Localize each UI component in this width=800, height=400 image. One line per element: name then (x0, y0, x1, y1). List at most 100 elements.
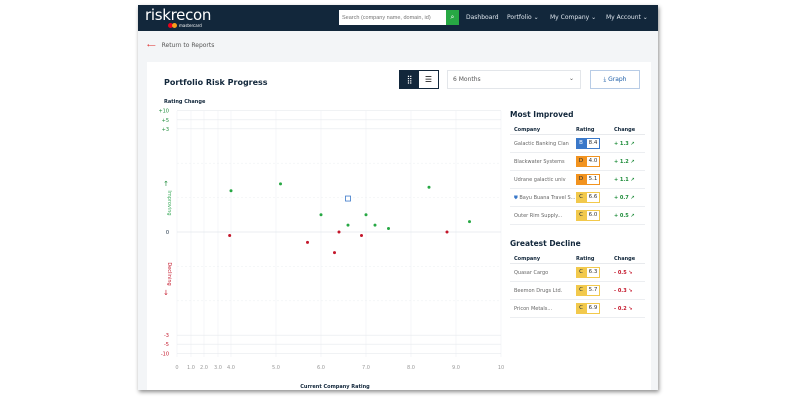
arrow-up-icon: ↑ (163, 180, 169, 188)
table-row[interactable]: Udrane galactic univ D 5.1 + 1.1 ↗ (510, 171, 645, 189)
x-tick-label: 3.0 (214, 365, 222, 371)
x-tick-label: 10 (498, 365, 504, 371)
gd-title: Greatest Decline (510, 239, 581, 248)
data-point (373, 223, 377, 227)
x-tick-label: 5.0 (272, 365, 280, 371)
top-nav: riskrecon mastercard ⌕ Dashboard Portfol… (138, 5, 658, 31)
table-row[interactable]: Quasar Cargo C 6.3 - 0.5 ↘ (510, 264, 645, 282)
chevron-down-icon: ⌄ (568, 75, 574, 82)
declining-label: Declining (166, 262, 172, 285)
table-row[interactable]: Pricon Metals... C 6.9 - 0.2 ↘ (510, 300, 645, 318)
company-name[interactable]: Udrane galactic univ (514, 176, 566, 183)
change-value: - 0.5 ↘ (614, 269, 633, 276)
grade-badge: C (576, 285, 586, 296)
grade-badge: B (576, 138, 586, 149)
change-value: - 0.3 ↘ (614, 287, 633, 294)
list-view-button[interactable]: ☰ (419, 71, 438, 88)
y-tick-label: +5 (162, 118, 169, 124)
company-name[interactable]: ⛊ Bayu Buana Travel S... (514, 194, 576, 201)
company-name[interactable]: Beemon Drugs Ltd. (514, 287, 563, 294)
column-header: Change (614, 255, 636, 262)
mi-title: Most Improved (510, 110, 574, 119)
grade-badge: D (576, 156, 586, 167)
y-tick-label: +3 (162, 127, 169, 133)
view-toggle: ⣿ ☰ (399, 70, 439, 89)
data-point (360, 233, 363, 237)
data-point (387, 227, 390, 231)
column-header: Company (514, 126, 541, 133)
x-tick-label: 6.0 (317, 365, 325, 371)
column-header: Rating (576, 255, 595, 262)
x-axis-title: Current Company Rating (300, 384, 370, 390)
grade-badge: C (576, 303, 586, 314)
y-tick-label: -5 (164, 342, 169, 348)
x-tick-label: 4.0 (227, 365, 235, 371)
company-name[interactable]: Blackwater Systems (514, 158, 565, 165)
rating-value: 4.0 (586, 156, 600, 167)
rating-value: 5.1 (586, 174, 600, 185)
table-row[interactable]: Galactic Banking Clan B 8.4 + 1.3 ↗ (510, 135, 645, 153)
return-link[interactable]: ⟵ Return to Reports (147, 42, 215, 49)
change-value: - 0.2 ↘ (614, 305, 633, 312)
data-point (445, 230, 449, 234)
nav-my-company[interactable]: My Company ⌄ (550, 14, 597, 21)
improving-label: Improving (166, 190, 172, 215)
nav-my-account[interactable]: My Account ⌄ (606, 14, 648, 21)
search-input[interactable] (339, 10, 447, 25)
table-row[interactable]: ⛊ Bayu Buana Travel S... C 6.6 + 0.7 ↗ (510, 189, 645, 207)
data-point (228, 233, 232, 237)
table-header: Company Rating Change (510, 254, 645, 264)
change-value: + 0.5 ↗ (614, 212, 635, 219)
company-name[interactable]: Galactic Banking Clan (514, 140, 569, 147)
x-tick-label: 0 (175, 365, 178, 371)
table-row[interactable]: Beemon Drugs Ltd. C 5.7 - 0.3 ↘ (510, 282, 645, 300)
search-button[interactable]: ⌕ (446, 10, 459, 25)
change-value: + 1.1 ↗ (614, 176, 635, 183)
rating-value: 6.0 (586, 210, 600, 221)
period-select[interactable]: 6 Months ⌄ (447, 70, 581, 89)
y-tick-label: -10 (161, 352, 169, 358)
grade-badge: C (576, 267, 586, 278)
grade-badge: D (576, 174, 586, 185)
y-tick-label: -3 (164, 333, 169, 339)
x-tick-label: 2.0 (200, 365, 208, 371)
data-point (364, 213, 368, 217)
list-icon: ☰ (424, 75, 433, 84)
rating-value: 5.7 (586, 285, 600, 296)
column-header: Rating (576, 126, 595, 133)
grade-badge: C (576, 210, 586, 221)
nav-portfolio[interactable]: Portfolio ⌄ (507, 14, 539, 21)
change-value: + 0.7 ↗ (614, 194, 635, 201)
shield-icon: ⛊ (514, 194, 518, 201)
company-name[interactable]: Outer Rim Supply... (514, 212, 563, 219)
change-value: + 1.3 ↗ (614, 140, 635, 147)
data-point (319, 213, 323, 217)
download-icon: ⤓ (603, 76, 607, 83)
download-graph-button[interactable]: ⤓ Graph (590, 70, 640, 89)
rating-value: 8.4 (586, 138, 600, 149)
my-company-marker (345, 195, 351, 202)
x-tick-label: 8.0 (407, 365, 415, 371)
leaderboard: Most Improved Company Rating Change Galactic… (510, 110, 645, 318)
rating-value: 6.6 (586, 192, 600, 203)
table-row[interactable]: Outer Rim Supply... C 6.0 + 0.5 ↗ (510, 207, 645, 225)
data-point (468, 220, 471, 224)
column-header: Change (614, 126, 636, 133)
arrow-left-icon: ⟵ (147, 42, 156, 49)
y-tick-label: 0 (166, 230, 169, 236)
logo[interactable]: riskrecon (145, 6, 212, 24)
change-value: + 1.2 ↗ (614, 158, 635, 165)
x-tick-label: 7.0 (362, 365, 370, 371)
browser-window: riskrecon mastercard ⌕ Dashboard Portfol… (138, 5, 658, 390)
data-point (346, 223, 350, 227)
scatter-view-button[interactable]: ⣿ (400, 71, 419, 88)
search-icon: ⌕ (450, 13, 455, 21)
company-name[interactable]: Quasar Cargo (514, 269, 549, 276)
nav-dashboard[interactable]: Dashboard (466, 14, 499, 21)
company-name[interactable]: Pricon Metals... (514, 305, 553, 312)
table-row[interactable]: Blackwater Systems D 4.0 + 1.2 ↗ (510, 153, 645, 171)
data-point (306, 240, 309, 244)
rating-value: 6.3 (586, 267, 600, 278)
data-point (427, 185, 431, 189)
page-title: Portfolio Risk Progress (164, 78, 268, 87)
